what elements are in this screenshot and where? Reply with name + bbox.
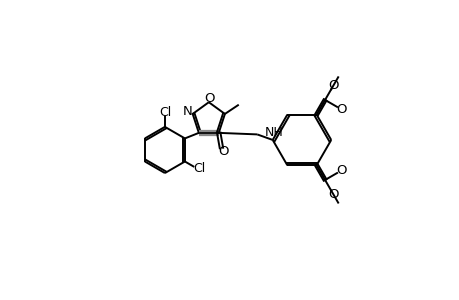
Text: O: O <box>204 92 214 105</box>
Text: O: O <box>328 79 338 92</box>
Text: Cl: Cl <box>158 106 171 119</box>
Text: Cl: Cl <box>192 162 205 175</box>
Text: O: O <box>328 188 338 201</box>
Text: O: O <box>335 164 346 177</box>
Text: O: O <box>218 146 229 158</box>
Text: O: O <box>335 103 346 116</box>
Text: NH: NH <box>264 126 283 140</box>
Text: N: N <box>182 105 192 118</box>
